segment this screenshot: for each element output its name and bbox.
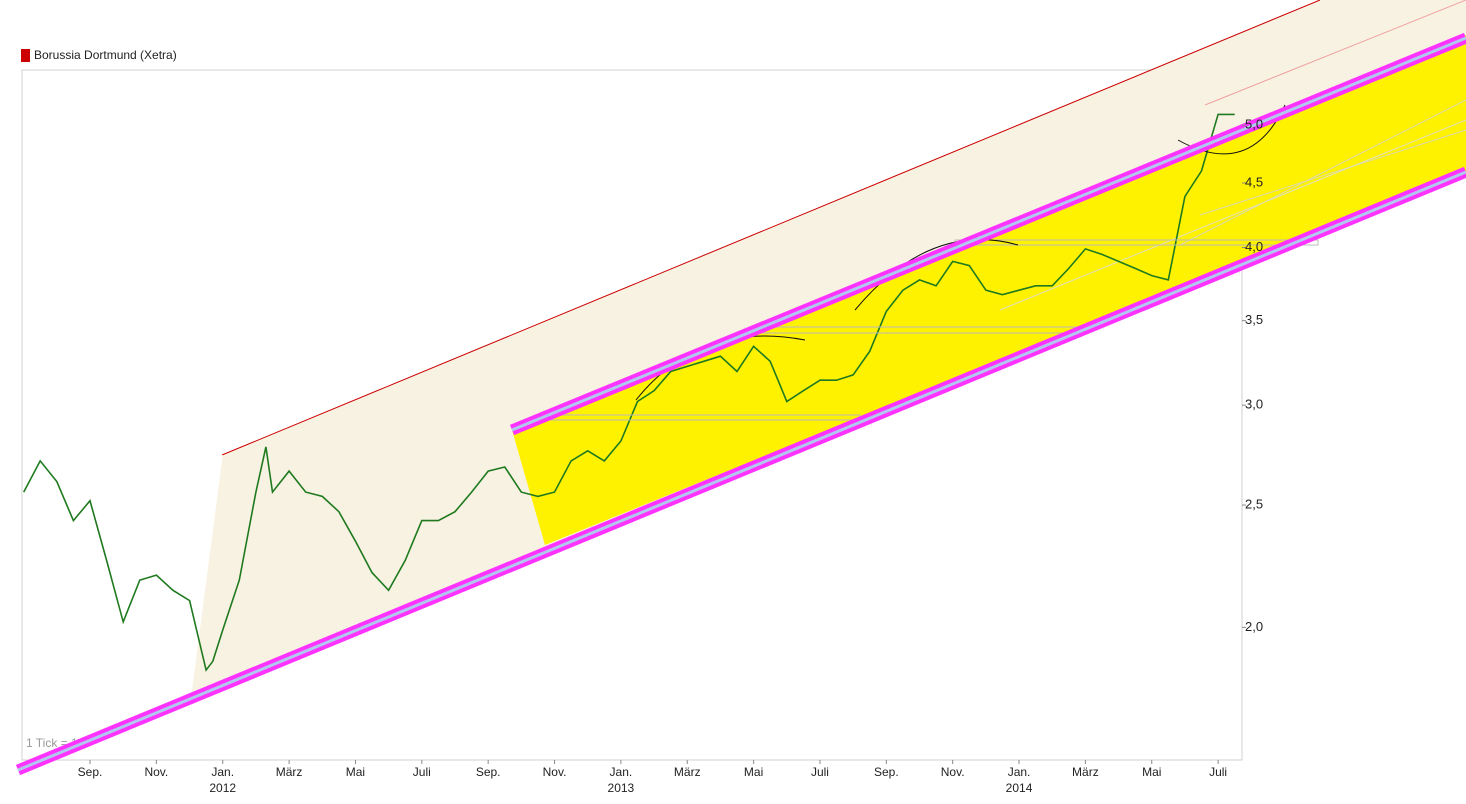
y-tick-label: 4,0 <box>1245 239 1263 254</box>
y-tick-label: 4,5 <box>1245 174 1263 189</box>
y-tick-label: 3,0 <box>1245 397 1263 412</box>
x-tick-label: Sep. <box>874 765 899 779</box>
yellow-channel <box>512 35 1466 545</box>
x-tick-label: Nov. <box>543 765 567 779</box>
thin-trend-line <box>999 119 1466 311</box>
x-tick-label: Mai <box>346 765 365 779</box>
x-tick-label: Nov. <box>144 765 168 779</box>
thin-trend-line <box>1204 0 1466 106</box>
x-tick-label: Nov. <box>941 765 965 779</box>
legend-label: Borussia Dortmund (Xetra) <box>34 48 177 62</box>
upper-channel-center <box>511 36 1466 432</box>
year-label: 2012 <box>209 781 236 795</box>
x-tick-label: Jan. <box>211 765 234 779</box>
year-label: 2013 <box>608 781 635 795</box>
price-line <box>22 113 1235 672</box>
x-tick-label: Jan. <box>1008 765 1031 779</box>
y-tick-label: 2,5 <box>1245 496 1263 511</box>
x-tick-label: Sep. <box>78 765 103 779</box>
price-marks <box>22 113 1235 672</box>
x-tick-label: März <box>276 765 303 779</box>
x-tick-label: Mai <box>744 765 763 779</box>
x-tick-label: Mai <box>1142 765 1161 779</box>
x-tick-label: Juli <box>811 765 829 779</box>
y-tick-label: 2,0 <box>1245 619 1263 634</box>
x-tick-label: März <box>1072 765 1099 779</box>
x-tick-label: Jan. <box>610 765 633 779</box>
upper-trend-line <box>221 0 1321 456</box>
x-tick-label: Juli <box>413 765 431 779</box>
thin-trend-line <box>1179 99 1466 246</box>
annotations <box>15 32 1466 776</box>
arc <box>854 239 1019 311</box>
lower-channel-center <box>17 170 1466 772</box>
year-label: 2014 <box>1006 781 1033 795</box>
x-tick-label: März <box>674 765 701 779</box>
x-tick-label: Sep. <box>476 765 501 779</box>
channel-edge <box>189 454 223 701</box>
y-tick-label: 3,5 <box>1245 312 1263 327</box>
y-tick-label: 5,0 <box>1245 117 1263 132</box>
legend-swatch <box>21 49 30 62</box>
x-tick-label: Juli <box>1209 765 1227 779</box>
thin-trend-line <box>1199 129 1466 216</box>
